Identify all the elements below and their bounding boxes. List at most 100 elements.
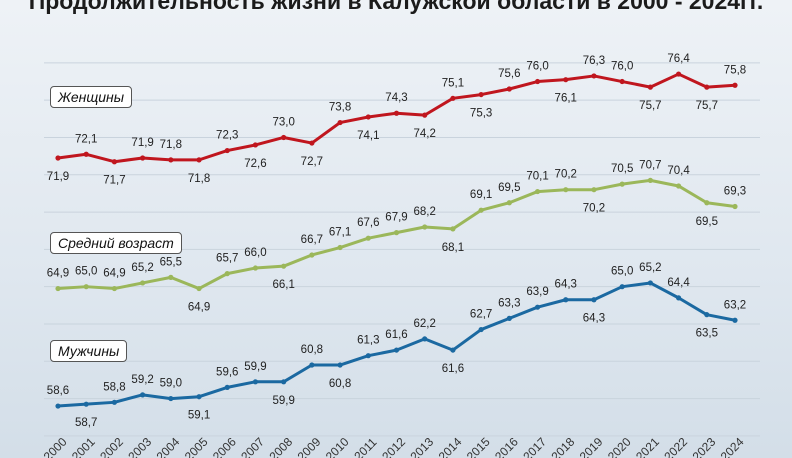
data-point bbox=[704, 312, 710, 318]
data-point bbox=[591, 187, 597, 193]
data-point bbox=[55, 403, 61, 409]
series-label-men: Мужчины bbox=[50, 340, 128, 362]
data-point bbox=[224, 271, 230, 277]
data-label: 75,7 bbox=[639, 100, 661, 112]
data-point bbox=[675, 295, 682, 301]
data-label: 67,1 bbox=[329, 227, 351, 239]
data-point bbox=[450, 95, 456, 101]
data-label: 71,9 bbox=[47, 171, 69, 183]
chart-title: Продолжительность жизни в Калужской обла… bbox=[28, 0, 764, 14]
data-label: 72,7 bbox=[301, 156, 323, 168]
data-point bbox=[168, 274, 174, 280]
data-label: 70,1 bbox=[526, 171, 548, 183]
x-tick-label: 2015 bbox=[464, 435, 493, 458]
data-point bbox=[140, 392, 146, 398]
x-tick-label: 2023 bbox=[690, 435, 719, 458]
data-point bbox=[732, 203, 738, 210]
data-label: 58,6 bbox=[47, 385, 69, 397]
data-point bbox=[252, 142, 259, 148]
data-label: 68,1 bbox=[442, 242, 464, 254]
x-tick-label: 2010 bbox=[323, 435, 352, 458]
x-tick-label: 2017 bbox=[520, 435, 549, 458]
data-point bbox=[365, 114, 371, 120]
data-point bbox=[140, 155, 146, 161]
data-label: 62,2 bbox=[414, 318, 436, 330]
data-label: 66,0 bbox=[244, 247, 266, 259]
data-label: 63,2 bbox=[724, 299, 746, 311]
data-label: 67,9 bbox=[385, 212, 407, 224]
data-label: 65,5 bbox=[160, 256, 182, 268]
data-label: 69,5 bbox=[498, 182, 520, 194]
data-point bbox=[337, 119, 343, 126]
data-label: 64,9 bbox=[47, 268, 69, 280]
data-label: 70,7 bbox=[639, 159, 661, 171]
x-tick-label: 2000 bbox=[41, 435, 70, 458]
data-label: 70,5 bbox=[611, 163, 633, 175]
data-label: 75,3 bbox=[470, 108, 492, 120]
data-point bbox=[478, 91, 484, 98]
data-label: 63,5 bbox=[696, 328, 718, 340]
data-label: 71,7 bbox=[103, 175, 125, 187]
data-label: 72,3 bbox=[216, 130, 238, 142]
x-tick-label: 2019 bbox=[577, 435, 606, 458]
data-label: 70,2 bbox=[583, 203, 605, 215]
data-point bbox=[647, 84, 653, 90]
data-point bbox=[619, 284, 625, 290]
x-tick-label: 2012 bbox=[379, 435, 408, 458]
data-label: 66,1 bbox=[272, 279, 294, 291]
data-label: 58,8 bbox=[103, 381, 125, 393]
data-point bbox=[393, 230, 400, 236]
data-label: 64,3 bbox=[583, 313, 605, 325]
x-tick-label: 2008 bbox=[266, 435, 295, 458]
x-tick-label: 2006 bbox=[210, 435, 239, 458]
data-label: 74,3 bbox=[385, 92, 407, 104]
data-point bbox=[393, 347, 400, 353]
data-label: 59,0 bbox=[160, 378, 182, 390]
data-label: 59,9 bbox=[244, 361, 266, 373]
data-label: 59,6 bbox=[216, 366, 238, 378]
data-label: 64,4 bbox=[667, 277, 690, 289]
data-point bbox=[563, 77, 569, 83]
data-point bbox=[563, 187, 569, 193]
data-point bbox=[83, 151, 89, 157]
data-point bbox=[309, 362, 315, 368]
data-point bbox=[732, 82, 738, 88]
data-point bbox=[422, 112, 428, 118]
data-point bbox=[704, 84, 710, 90]
data-point bbox=[450, 226, 456, 232]
data-point bbox=[704, 200, 710, 206]
data-label: 74,1 bbox=[357, 130, 379, 142]
data-point bbox=[111, 285, 118, 292]
x-tick-label: 2024 bbox=[718, 435, 747, 458]
data-point bbox=[647, 280, 653, 286]
data-label: 59,2 bbox=[131, 374, 153, 386]
x-tick-label: 2013 bbox=[407, 435, 436, 458]
data-label: 75,8 bbox=[724, 64, 746, 76]
data-label: 63,9 bbox=[526, 286, 548, 298]
data-point bbox=[111, 399, 118, 405]
data-point bbox=[224, 384, 230, 390]
x-tick-label: 2011 bbox=[351, 435, 379, 458]
data-label: 65,0 bbox=[75, 266, 97, 278]
data-point bbox=[196, 285, 202, 292]
data-label: 65,2 bbox=[131, 262, 153, 274]
x-tick-label: 2022 bbox=[661, 435, 690, 458]
x-tick-label: 2003 bbox=[125, 435, 154, 458]
data-label: 66,7 bbox=[301, 234, 323, 246]
data-label: 69,5 bbox=[696, 216, 718, 228]
data-point bbox=[619, 181, 625, 187]
data-point bbox=[506, 315, 512, 321]
data-label: 71,8 bbox=[160, 139, 182, 151]
data-point bbox=[732, 317, 738, 323]
data-label: 63,3 bbox=[498, 297, 520, 309]
data-label: 62,7 bbox=[470, 309, 492, 321]
x-tick-label: 2016 bbox=[492, 435, 521, 458]
data-point bbox=[337, 244, 343, 251]
data-point bbox=[675, 71, 682, 77]
data-point bbox=[196, 394, 202, 400]
data-point bbox=[675, 183, 682, 189]
data-point bbox=[281, 263, 287, 269]
data-label: 69,1 bbox=[470, 189, 492, 201]
data-label: 70,4 bbox=[667, 165, 690, 177]
x-tick-label: 2018 bbox=[549, 435, 578, 458]
